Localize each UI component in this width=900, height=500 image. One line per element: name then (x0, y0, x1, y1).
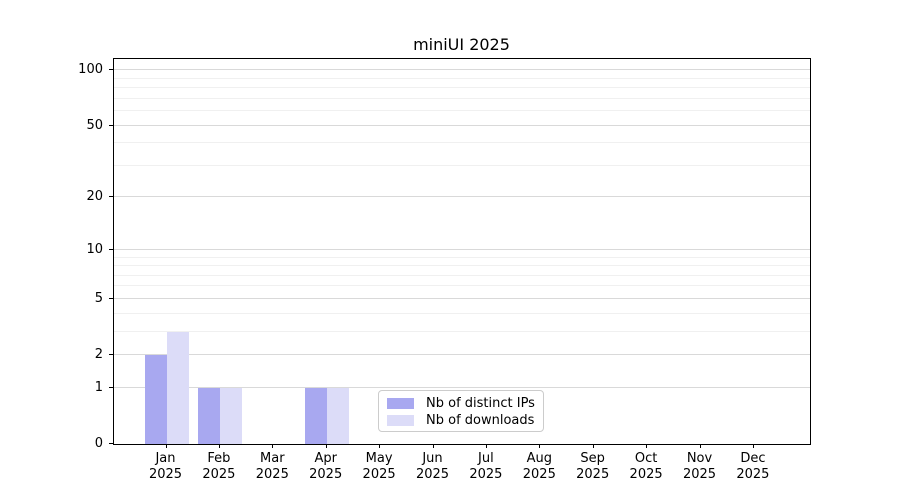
gridline-major (114, 297, 810, 299)
gridline-major (114, 386, 810, 388)
y-tick-label: 0 (94, 436, 103, 451)
x-tick-mark (379, 444, 381, 448)
legend-swatch-distinct-ips (387, 398, 414, 409)
x-tick-label: Jun 2025 (415, 451, 450, 482)
gridline-minor (114, 77, 810, 79)
legend-label: Nb of downloads (426, 413, 535, 428)
y-tick-mark (109, 443, 113, 444)
x-tick-label: Aug 2025 (522, 451, 556, 482)
x-tick-mark (592, 444, 594, 448)
bar-nb-of-distinct-ips (304, 387, 327, 444)
x-axis: Jan 2025 Feb 2025 Mar 2025 Apr 2025 May 2025… (113, 444, 810, 494)
gridline-major (114, 124, 810, 126)
x-tick-label: Apr 2025 (309, 451, 343, 482)
gridline-minor (114, 142, 810, 144)
y-tick-mark (109, 354, 113, 355)
y-tick-mark (109, 386, 113, 388)
x-tick-mark (272, 444, 274, 448)
x-tick-label: Jul 2025 (469, 451, 503, 482)
x-tick-mark (539, 444, 541, 448)
x-tick-mark (325, 444, 327, 448)
y-tick-label: 20 (86, 189, 103, 205)
y-tick-label: 10 (86, 241, 103, 257)
x-tick-mark (752, 444, 754, 448)
chart-title: miniUI 2025 (413, 35, 510, 54)
y-tick-label: 100 (78, 62, 103, 78)
gridline-major (114, 248, 810, 250)
y-tick-mark (109, 196, 113, 198)
x-tick-mark (699, 444, 701, 448)
legend-label: Nb of distinct IPs (426, 396, 535, 411)
y-tick-label: 5 (94, 290, 103, 306)
legend-row: Nb of downloads (387, 412, 543, 429)
bar-nb-of-downloads (166, 331, 189, 444)
gridline-minor (114, 110, 810, 112)
x-tick-label: Sep 2025 (576, 451, 610, 482)
x-tick-label: Jan 2025 (148, 451, 183, 482)
gridline-minor (114, 164, 810, 166)
legend: Nb of distinct IPs Nb of downloads (378, 390, 544, 432)
y-tick-mark (109, 248, 113, 250)
gridline-minor (114, 265, 810, 266)
x-tick-label: Dec 2025 (736, 451, 770, 482)
gridline-minor (114, 256, 810, 258)
x-tick-mark (646, 444, 648, 448)
x-tick-mark (485, 444, 487, 448)
gridline-major (114, 196, 810, 198)
x-tick-label: Oct 2025 (629, 451, 663, 482)
x-tick-label: Nov 2025 (682, 451, 717, 482)
plot-area: Nb of distinct IPs Nb of downloads (113, 58, 811, 445)
gridline-minor (114, 312, 810, 314)
x-tick-mark (165, 444, 167, 448)
y-tick-mark (109, 297, 113, 299)
y-tick-mark (109, 124, 113, 126)
bar-nb-of-downloads (326, 387, 349, 444)
gridline-minor (114, 285, 810, 287)
gridline-minor (114, 330, 810, 332)
legend-swatch-downloads (387, 415, 414, 426)
bar-nb-of-distinct-ips (197, 387, 220, 444)
gridline-major (114, 354, 810, 355)
gridline-minor (114, 274, 810, 276)
x-tick-label: Feb 2025 (202, 451, 236, 482)
x-tick-label: May 2025 (362, 451, 396, 482)
gridline-minor (114, 97, 810, 99)
gridline-major (114, 69, 810, 71)
x-tick-mark (218, 444, 220, 448)
y-tick-label: 2 (94, 347, 103, 362)
y-tick-label: 1 (94, 379, 103, 395)
y-tick-label: 50 (86, 117, 103, 133)
bar-nb-of-downloads (219, 387, 242, 444)
y-tick-mark (109, 69, 113, 71)
y-axis: 0 1 2 5 10 20 50 100 (0, 58, 113, 451)
x-tick-mark (432, 444, 434, 448)
x-tick-label: Mar 2025 (255, 451, 289, 482)
gridline-minor (114, 87, 810, 89)
legend-row: Nb of distinct IPs (387, 395, 543, 412)
bar-nb-of-distinct-ips (144, 355, 167, 444)
